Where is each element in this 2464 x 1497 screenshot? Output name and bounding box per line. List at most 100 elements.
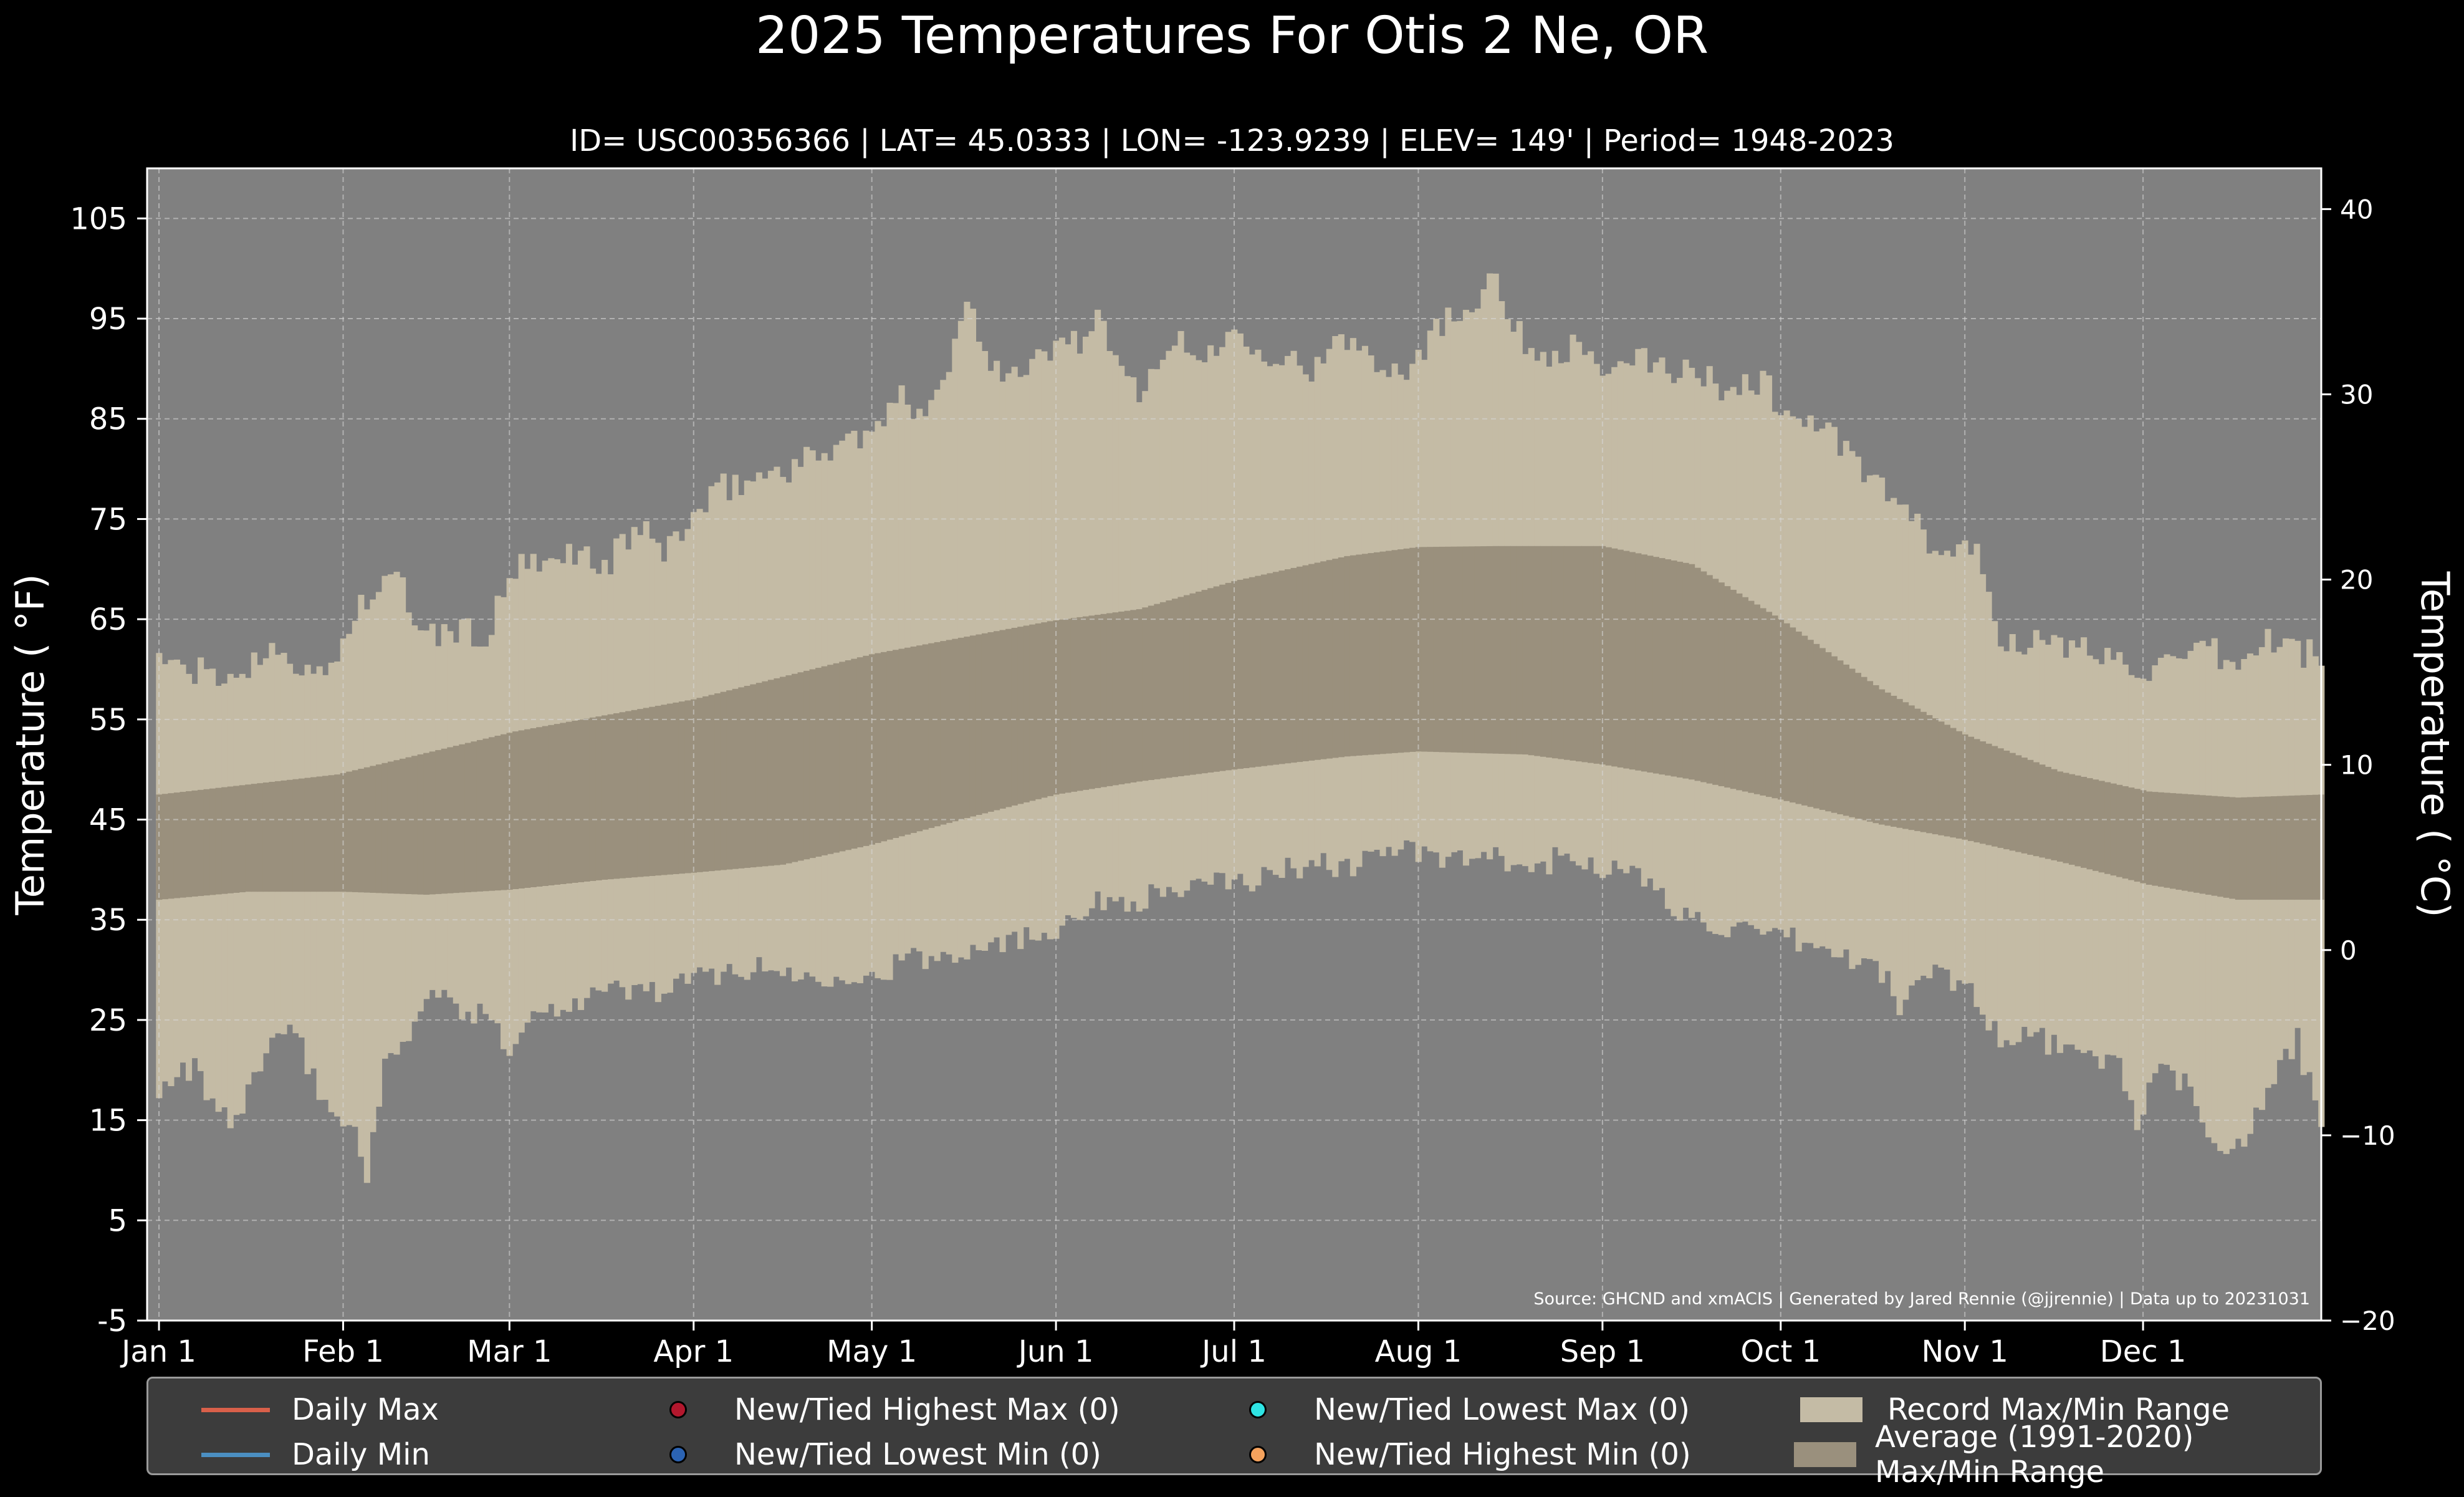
- average-range-bar: [744, 685, 750, 868]
- average-range-bar: [2175, 793, 2182, 890]
- average-range-bar: [2211, 796, 2218, 896]
- average-range-bar: [577, 720, 585, 882]
- average-range-bar: [1575, 546, 1583, 762]
- average-range-bar: [1611, 548, 1618, 767]
- average-range-bar: [1825, 652, 1832, 812]
- average-range-bar: [2288, 796, 2295, 900]
- average-range-bar: [2312, 794, 2319, 900]
- average-range-bar: [2294, 795, 2301, 900]
- average-range-bar: [1005, 628, 1012, 807]
- average-range-bar: [964, 637, 971, 819]
- grid-lines: [147, 168, 2321, 1321]
- legend-symbol: [641, 1401, 716, 1418]
- average-range-bar: [2056, 771, 2064, 862]
- legend-item: New/Tied Lowest Max (0): [1220, 1391, 1690, 1428]
- average-range-bar: [957, 637, 964, 820]
- legend-label: Record Max/Min Range: [1887, 1392, 2230, 1427]
- average-range-bar: [1837, 660, 1844, 815]
- average-range-bar: [1647, 556, 1654, 773]
- average-range-bars: [156, 546, 2325, 900]
- average-range-bar: [2182, 794, 2188, 891]
- average-range-bar: [2223, 796, 2230, 898]
- average-range-bar: [981, 633, 989, 814]
- average-range-bar: [750, 684, 757, 868]
- average-range-bar: [1664, 559, 1672, 776]
- average-range-bar: [1029, 624, 1036, 801]
- average-range-bar: [880, 652, 888, 842]
- average-range-bar: [2068, 774, 2076, 865]
- average-range-bar: [262, 782, 269, 892]
- average-range-bar: [1041, 622, 1048, 798]
- average-range-bar: [411, 756, 418, 895]
- average-range-bar: [1849, 668, 1856, 817]
- average-range-bar: [809, 669, 816, 859]
- record-range-bar: [2217, 669, 2224, 1152]
- average-range-bar: [1201, 590, 1208, 774]
- record-range-bar: [1095, 309, 1101, 892]
- average-range-bar: [1213, 586, 1220, 772]
- average-range-bar: [1237, 579, 1244, 769]
- average-range-bar: [1469, 546, 1475, 753]
- average-range-bar: [471, 741, 477, 892]
- average-range-bar: [1765, 612, 1773, 797]
- average-range-bar: [1314, 562, 1321, 760]
- x-tick-label: Sep 1: [1560, 1334, 1645, 1369]
- average-range-bar: [1985, 743, 1992, 845]
- average-range-bar: [1563, 546, 1571, 760]
- average-range-bar: [904, 647, 911, 835]
- y-tick-label: -5: [97, 1304, 127, 1339]
- y-right-tick-label: −10: [2340, 1120, 2395, 1151]
- average-range-bar: [2009, 753, 2016, 851]
- average-range-bar: [1189, 593, 1196, 775]
- average-range-bar: [1872, 685, 1879, 824]
- average-range-bar: [352, 770, 358, 892]
- average-range-bar: [1588, 546, 1594, 763]
- legend-dot-marker: [669, 1401, 687, 1418]
- average-range-bar: [1338, 557, 1345, 758]
- average-range-bar: [221, 787, 228, 894]
- average-range-bar: [2098, 781, 2105, 873]
- average-range-bar: [1349, 555, 1356, 756]
- average-range-bar: [2306, 795, 2313, 900]
- average-range-bar: [506, 733, 513, 890]
- legend-item: Daily Max: [198, 1391, 439, 1428]
- average-range-bar: [684, 700, 691, 874]
- average-range-bar: [738, 687, 745, 869]
- average-range-bar: [583, 718, 590, 882]
- average-range-bar: [1778, 619, 1785, 800]
- average-range-bar: [1694, 567, 1701, 781]
- average-range-bar: [1593, 546, 1600, 764]
- average-range-bar: [1736, 593, 1743, 791]
- x-tick-label: Apr 1: [653, 1334, 734, 1369]
- legend-line-marker: [201, 1452, 270, 1457]
- average-range-bar: [548, 724, 555, 885]
- average-range-bar: [2152, 792, 2159, 886]
- average-range-bar: [1297, 566, 1303, 763]
- average-range-bar: [1944, 724, 1950, 837]
- average-range-bar: [358, 769, 365, 893]
- x-tick-label: Mar 1: [467, 1334, 552, 1369]
- average-range-bar: [1386, 551, 1393, 754]
- average-range-bar: [1070, 618, 1078, 792]
- average-range-bar: [1819, 648, 1826, 810]
- average-range-bar: [589, 717, 597, 881]
- average-range-bar: [2164, 792, 2170, 888]
- legend-item: New/Tied Highest Max (0): [641, 1391, 1120, 1428]
- average-range-bar: [1522, 546, 1529, 755]
- average-range-bar: [1997, 748, 2004, 848]
- average-range-bar: [1831, 656, 1838, 813]
- average-range-bar: [803, 670, 810, 860]
- average-range-bar: [797, 672, 804, 861]
- average-range-bar: [1629, 552, 1636, 770]
- average-range-bar: [893, 650, 899, 838]
- average-range-bar: [2253, 797, 2260, 900]
- average-range-bar: [868, 654, 876, 845]
- average-range-bar: [1177, 597, 1184, 777]
- average-range-bar: [518, 730, 525, 888]
- x-axis: Jan 1 Feb 1 Mar 1 Apr 1 May 1 Jun 1 Jul 1 Aug 1…: [120, 1321, 2186, 1369]
- x-tick-label: Oct 1: [1740, 1334, 1821, 1369]
- average-range-bar: [916, 645, 923, 832]
- average-range-bar: [792, 673, 798, 862]
- source-note: Source: GHCND and xmACIS | Generated by …: [1533, 1289, 2310, 1309]
